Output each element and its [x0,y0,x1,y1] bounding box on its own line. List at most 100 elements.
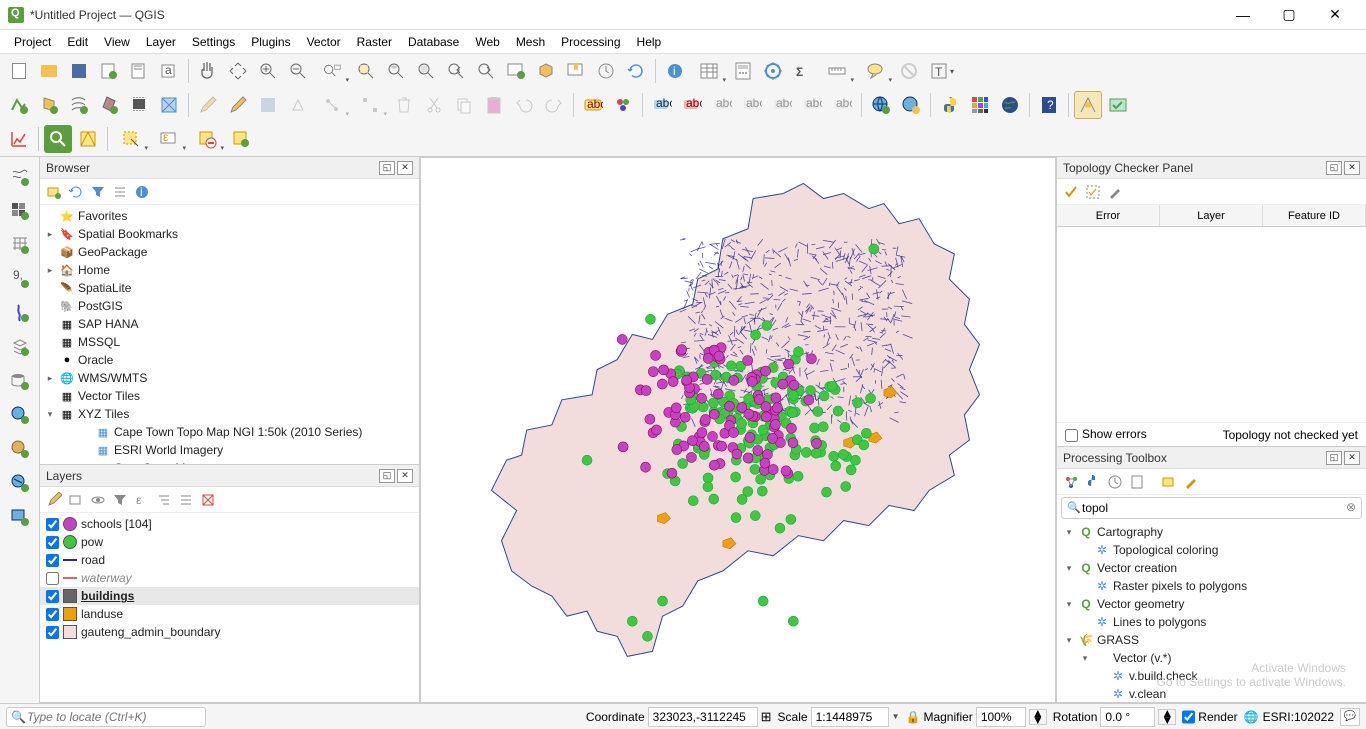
coord-input[interactable] [648,707,758,727]
browser-item[interactable]: ●Oracle [40,351,419,369]
add-vector-layer-button[interactable] [5,162,35,192]
menu-raster[interactable]: Raster [349,33,400,51]
add-mssql-layer-button[interactable] [5,502,35,532]
grid-button[interactable] [966,91,994,119]
help-button[interactable]: ? [1035,91,1063,119]
crs-value[interactable]: ESRI:102022 [1263,710,1334,724]
rot-input[interactable] [1100,707,1155,727]
menu-plugins[interactable]: Plugins [243,33,298,51]
add-raster-layer-button[interactable] [5,196,35,226]
layers-style-button[interactable] [44,490,64,510]
style-manager-button[interactable]: a [155,57,183,85]
toolbox-options-button[interactable] [1181,472,1201,492]
save-project-button[interactable] [65,57,93,85]
map-tips-button[interactable]: ▾ [857,57,893,85]
layers-remove-button[interactable] [198,490,218,510]
topology-undock-button[interactable]: ◱ [1326,161,1342,175]
topo-col-feature[interactable]: Feature ID [1263,205,1366,226]
copy-button[interactable] [450,91,478,119]
menu-processing[interactable]: Processing [553,33,628,51]
browser-collapse-button[interactable] [110,182,130,202]
browser-item[interactable]: ▦Vector Tiles [40,387,419,405]
new-memory-button[interactable] [125,91,153,119]
toolbox-history-button[interactable] [1105,472,1125,492]
text-annotation-button[interactable]: T [925,57,953,85]
toggle-edit-button[interactable] [224,91,252,119]
menu-view[interactable]: View [96,33,138,51]
new-spatialite-button[interactable] [65,91,93,119]
add-wms-button[interactable] [867,91,895,119]
browser-item[interactable]: ▦MSSQL [40,333,419,351]
zoom-last-button[interactable] [442,57,470,85]
new-geopackage-button[interactable] [95,91,123,119]
pin-label-button[interactable]: abc [678,91,706,119]
toolbox-item[interactable]: ✲Topological coloring [1057,541,1366,559]
pan-to-selection-button[interactable] [224,57,252,85]
python-console-button[interactable] [936,91,964,119]
add-wfs-layer-button[interactable] [5,468,35,498]
toolbox-item[interactable]: ✲v.clean [1057,685,1366,702]
add-vector-button[interactable] [5,91,33,119]
menu-vector[interactable]: Vector [299,33,349,51]
select-features-button[interactable] [44,125,72,153]
topo-validate-button[interactable] [1061,182,1081,202]
toolbox-edit-button[interactable] [1159,472,1179,492]
layer-item[interactable]: buildings [40,587,419,605]
layer-item[interactable]: landuse [40,605,419,623]
toolbox-undock-button[interactable]: ◱ [1326,451,1342,465]
measure-button[interactable]: ▾ [819,57,855,85]
browser-item[interactable]: ▸🔖Spatial Bookmarks [40,225,419,243]
layer-item[interactable]: gauteng_admin_boundary [40,623,419,641]
new-project-button[interactable] [5,57,33,85]
globe-button[interactable] [996,91,1024,119]
rotate-label-button[interactable]: abc [768,91,796,119]
layer-visibility-checkbox[interactable] [46,536,59,549]
layers-collapse-button[interactable] [176,490,196,510]
zoom-layer-button[interactable] [382,57,410,85]
digitize-button[interactable]: ▾ [314,91,350,119]
zoom-out-button[interactable] [284,57,312,85]
highlight-label-button[interactable]: abc [648,91,676,119]
layer-visibility-checkbox[interactable] [46,608,59,621]
menu-mesh[interactable]: Mesh [508,33,553,51]
add-wcs-layer-button[interactable] [5,434,35,464]
zoom-selection-button[interactable] [352,57,380,85]
toolbox-item[interactable]: ▾QVector creation [1057,559,1366,577]
toolbox-search-clear[interactable]: ⊗ [1346,500,1356,514]
plugin2-button[interactable] [1104,91,1132,119]
layer-visibility-checkbox[interactable] [46,518,59,531]
layer-item[interactable]: pow [40,533,419,551]
layers-tree[interactable]: schools [104]powroadwaterwaybuildingslan… [40,513,419,702]
plugin1-button[interactable] [1074,91,1102,119]
add-feature-button[interactable] [284,91,312,119]
select-all-button[interactable] [227,125,255,153]
add-postgis-layer-button[interactable] [5,366,35,396]
new-map-view-button[interactable] [502,57,530,85]
toolbox-close-button[interactable]: ✕ [1344,451,1360,465]
topo-col-layer[interactable]: Layer [1160,205,1263,226]
browser-tree[interactable]: ⭐Favorites▸🔖Spatial Bookmarks📦GeoPackage… [40,205,419,464]
diagram-button[interactable] [609,91,637,119]
layout-manager-button[interactable] [125,57,153,85]
identify-button[interactable]: i [661,57,689,85]
menu-edit[interactable]: Edit [59,33,96,51]
browser-item[interactable]: ▸🏠Home [40,261,419,279]
attribute-table-button[interactable]: ▾ [691,57,727,85]
select-by-expr-button[interactable] [74,125,102,153]
move-label-button[interactable]: abc [738,91,766,119]
change-label-button[interactable]: abc [798,91,826,119]
chart-button[interactable] [5,125,33,153]
toolbox-item[interactable]: ▾QVector geometry [1057,595,1366,613]
layer-visibility-checkbox[interactable] [46,572,59,585]
toolbox-item[interactable]: ✲v.build.check [1057,667,1366,685]
browser-filter-button[interactable] [88,182,108,202]
refresh-button[interactable] [622,57,650,85]
browser-item[interactable]: ▦ESRI World Imagery [40,441,419,459]
browser-item[interactable]: ▦OpenStreetMap [40,459,419,464]
browser-item[interactable]: 🐘PostGIS [40,297,419,315]
minimize-button[interactable]: ― [1220,0,1266,30]
add-spatialite-layer-button[interactable] [5,298,35,328]
browser-item[interactable]: 🪶SpatiaLite [40,279,419,297]
topo-validate-extent-button[interactable] [1083,182,1103,202]
toolbox-search-input[interactable] [1061,497,1362,519]
